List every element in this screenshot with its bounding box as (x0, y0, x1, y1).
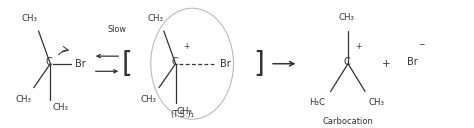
Text: Br: Br (75, 59, 86, 69)
Text: H₃C: H₃C (310, 98, 325, 107)
Text: C: C (344, 57, 350, 67)
Text: CH₃: CH₃ (176, 107, 192, 116)
Text: [: [ (122, 50, 133, 78)
Text: +: + (183, 42, 189, 51)
Text: Carbocation: Carbocation (323, 117, 374, 126)
Text: Br: Br (408, 57, 418, 67)
Text: −: − (418, 40, 425, 49)
Text: ]: ] (253, 50, 264, 78)
Text: CH₃: CH₃ (53, 103, 69, 112)
Text: CH₃: CH₃ (338, 13, 355, 22)
Text: +: + (382, 59, 390, 69)
Text: C: C (46, 57, 53, 67)
Text: Br: Br (220, 59, 231, 69)
Text: +: + (356, 42, 362, 51)
Text: CH₃: CH₃ (141, 94, 156, 104)
Text: CH₃: CH₃ (147, 14, 163, 23)
Text: (T.S.)₁: (T.S.)₁ (171, 110, 195, 119)
Text: CH₃: CH₃ (15, 94, 31, 104)
Text: CH₃: CH₃ (368, 98, 384, 107)
Text: CH₃: CH₃ (21, 14, 37, 23)
Text: Slow: Slow (107, 25, 126, 34)
Text: C: C (171, 57, 178, 67)
